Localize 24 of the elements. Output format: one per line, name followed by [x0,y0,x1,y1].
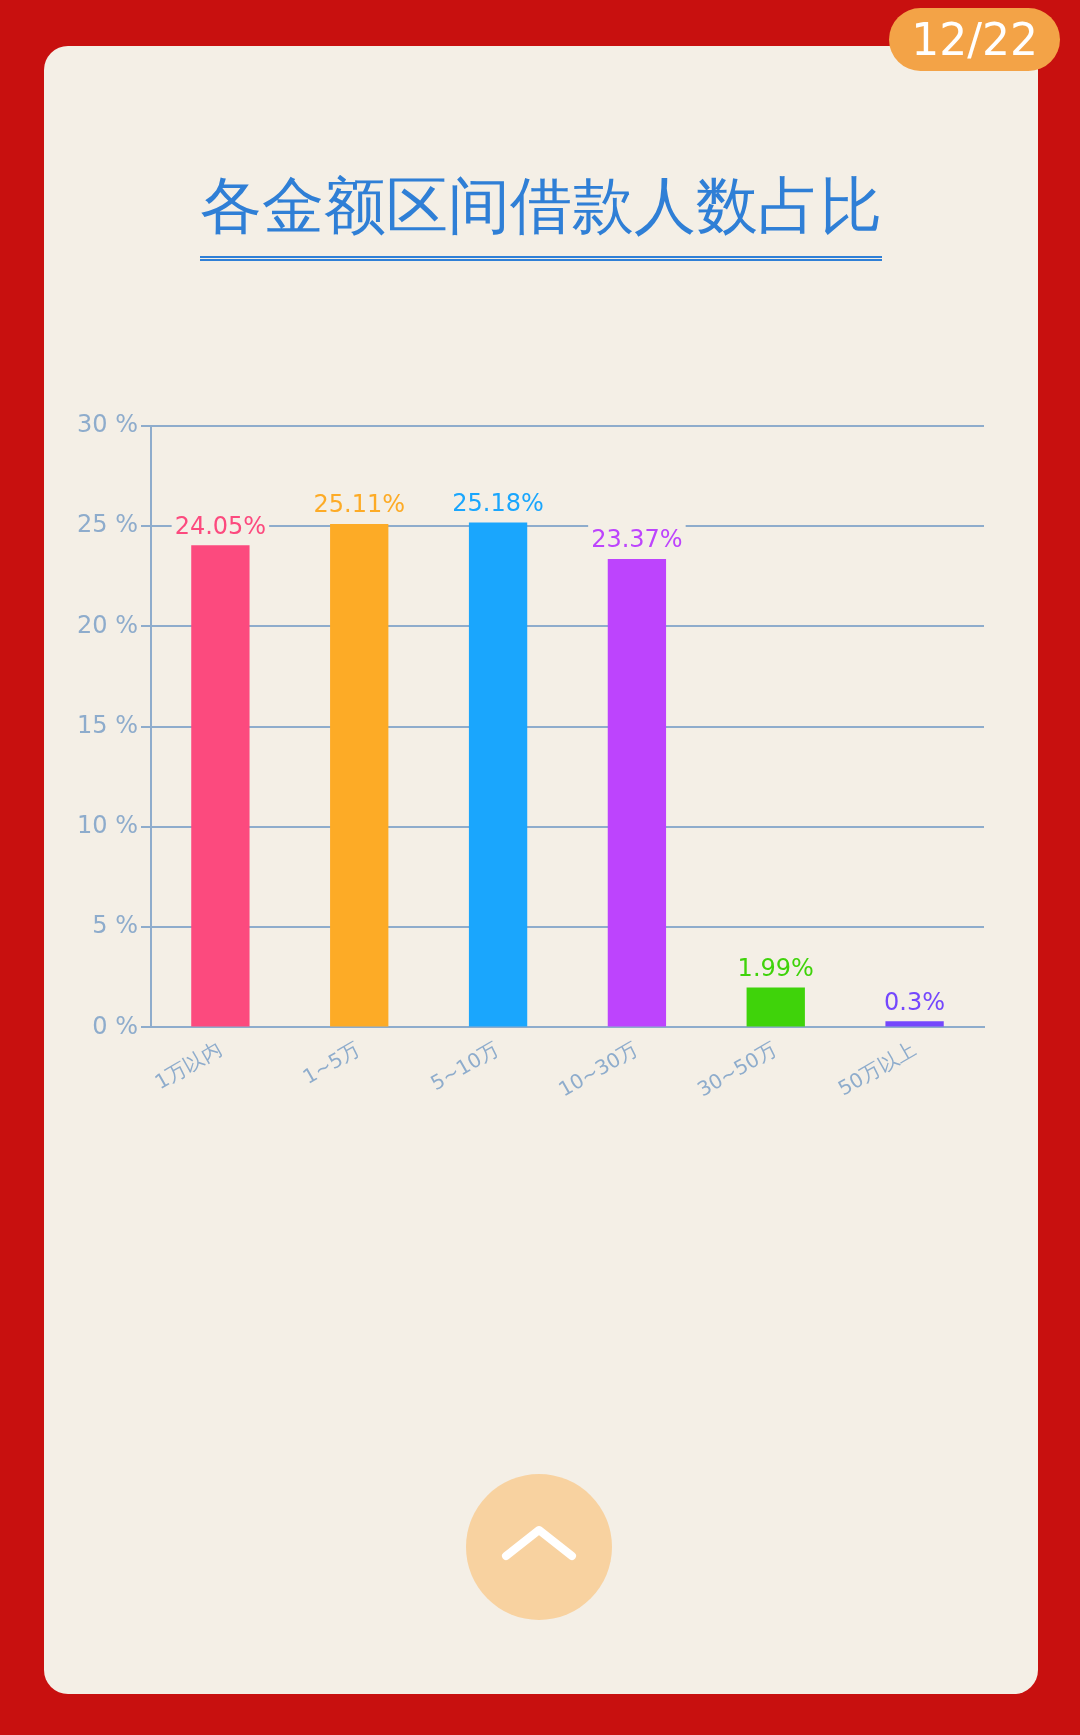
data-label: 1.99% [737,953,814,982]
y-tick-label: 15 % [76,710,138,739]
y-tick-label: 5 % [92,911,138,940]
y-tick-label: 25 % [76,510,138,539]
bar [607,558,667,1027]
y-tick-label: 10 % [76,811,138,840]
data-label: 25.11% [313,490,405,519]
text: 12/22 [889,8,1060,71]
data-label: 23.37% [591,525,683,554]
y-tick-label: 20 % [76,610,138,639]
data-label: 25.18% [452,488,544,517]
x-tick-label: 50万以上 [833,1036,920,1101]
chart-title: 各金额区间借款人数占比 [200,164,882,261]
bar [330,524,389,1027]
y-tick-label: 0 % [92,1011,138,1040]
data-label: 0.3% [884,987,946,1016]
x-tick-label: 1万以内 [150,1036,226,1094]
bar [746,987,805,1027]
bar [191,545,250,1027]
x-tick-label: 1~5万 [298,1036,365,1089]
bar [468,522,528,1027]
bar [885,1021,944,1027]
data-label: 24.05% [174,511,267,540]
y-tick-label: 30 % [76,410,138,439]
